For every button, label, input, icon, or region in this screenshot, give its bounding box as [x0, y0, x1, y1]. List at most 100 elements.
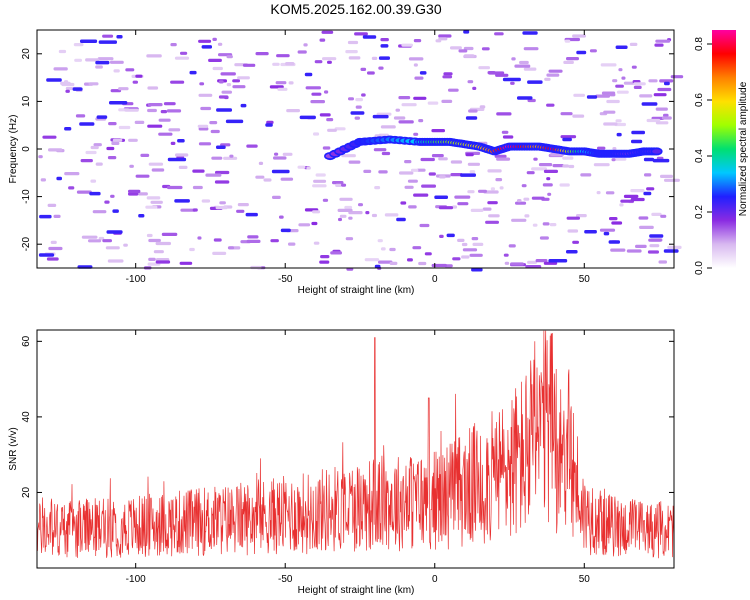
noise-cell [273, 156, 287, 160]
spectrogram-y-label: Frequency (Hz) [8, 115, 19, 184]
noise-cell [247, 235, 259, 239]
noise-cell [502, 77, 521, 82]
noise-cell [526, 171, 535, 175]
noise-cell [496, 112, 512, 116]
noise-cell [137, 192, 148, 196]
noise-cell [482, 207, 492, 211]
noise-cell [374, 264, 381, 269]
noise-cell [438, 157, 448, 161]
noise-cell [419, 71, 427, 75]
noise-cell [374, 186, 381, 190]
noise-cell [174, 56, 190, 60]
noise-cell [266, 120, 274, 124]
noise-cell [237, 76, 250, 80]
noise-cell [546, 103, 555, 107]
noise-cell [326, 118, 334, 122]
spectrogram-y-ticks: -20 -10 0 10 20 [21, 48, 674, 251]
noise-cell [633, 85, 642, 89]
noise-cell [112, 138, 123, 142]
noise-cell [398, 96, 411, 100]
noise-cell [129, 164, 134, 168]
y-tick-label: 20 [21, 486, 32, 498]
noise-cell [205, 173, 222, 177]
noise-cell [75, 114, 86, 118]
noise-cell [303, 43, 308, 47]
noise-cell [542, 183, 553, 187]
noise-cell [93, 143, 102, 147]
noise-cell [414, 76, 424, 80]
x-tick-label: -100 [126, 574, 146, 585]
noise-cell [277, 87, 288, 91]
noise-cell [178, 165, 188, 169]
noise-cell [610, 248, 626, 252]
noise-cell [200, 106, 212, 111]
noise-cell [288, 81, 294, 85]
noise-cell [454, 195, 471, 199]
noise-cell [354, 116, 360, 120]
noise-cell [46, 257, 59, 261]
noise-cell [338, 217, 342, 222]
noise-cell [158, 132, 173, 136]
noise-cell [380, 44, 389, 48]
noise-cell [246, 239, 261, 243]
noise-cell [600, 63, 617, 67]
noise-cell [315, 173, 326, 177]
noise-cell [517, 199, 522, 203]
noise-cell [381, 151, 391, 156]
noise-cell [98, 40, 117, 44]
colorbar-tick-label: 0.0 [694, 261, 705, 275]
noise-cell [615, 84, 624, 88]
noise-cell [599, 228, 616, 232]
colorbar-ticks: 0.0 0.2 0.4 0.6 0.8 [694, 37, 712, 275]
noise-cell [633, 82, 646, 86]
noise-cell [298, 223, 311, 227]
noise-cell [104, 200, 110, 204]
noise-cell [470, 208, 484, 212]
noise-cell [146, 233, 153, 238]
noise-cell [595, 94, 610, 98]
noise-cell [643, 157, 655, 162]
noise-cell [348, 56, 361, 60]
noise-cell [216, 108, 232, 112]
noise-cell [337, 208, 353, 212]
noise-cell [72, 87, 83, 91]
noise-cell [221, 90, 232, 94]
noise-cell [503, 253, 509, 257]
noise-cell [616, 90, 629, 94]
noise-cell [465, 116, 478, 120]
noise-cell [339, 197, 353, 201]
noise-cell [660, 214, 667, 218]
noise-cell [274, 152, 279, 156]
noise-cell [313, 179, 327, 183]
noise-cell [519, 60, 529, 65]
y-tick-label: 60 [21, 335, 32, 347]
noise-cell [566, 57, 579, 61]
noise-cell [208, 58, 222, 62]
noise-cell [320, 255, 330, 259]
noise-cell [407, 258, 413, 262]
noise-cell [631, 130, 645, 135]
noise-cell [511, 218, 527, 222]
noise-cell [631, 139, 643, 144]
noise-cell [102, 239, 112, 243]
noise-cell [270, 239, 279, 243]
noise-cell [304, 72, 313, 77]
noise-cell [568, 164, 575, 169]
noise-cell [522, 31, 538, 35]
noise-cell [64, 127, 72, 131]
noise-cell [418, 119, 424, 123]
noise-cell [255, 175, 265, 179]
noise-cell [314, 60, 323, 64]
noise-cell [334, 127, 346, 131]
noise-cell [38, 253, 55, 257]
x-tick-label: 50 [579, 274, 591, 285]
noise-cell [643, 191, 652, 196]
noise-cell [467, 190, 475, 194]
noise-cell [427, 101, 439, 105]
noise-cell [218, 80, 224, 84]
noise-cell [175, 153, 189, 157]
noise-cell [639, 94, 653, 98]
noise-cell [246, 144, 258, 148]
noise-cell [443, 72, 453, 76]
noise-cell [469, 253, 483, 257]
